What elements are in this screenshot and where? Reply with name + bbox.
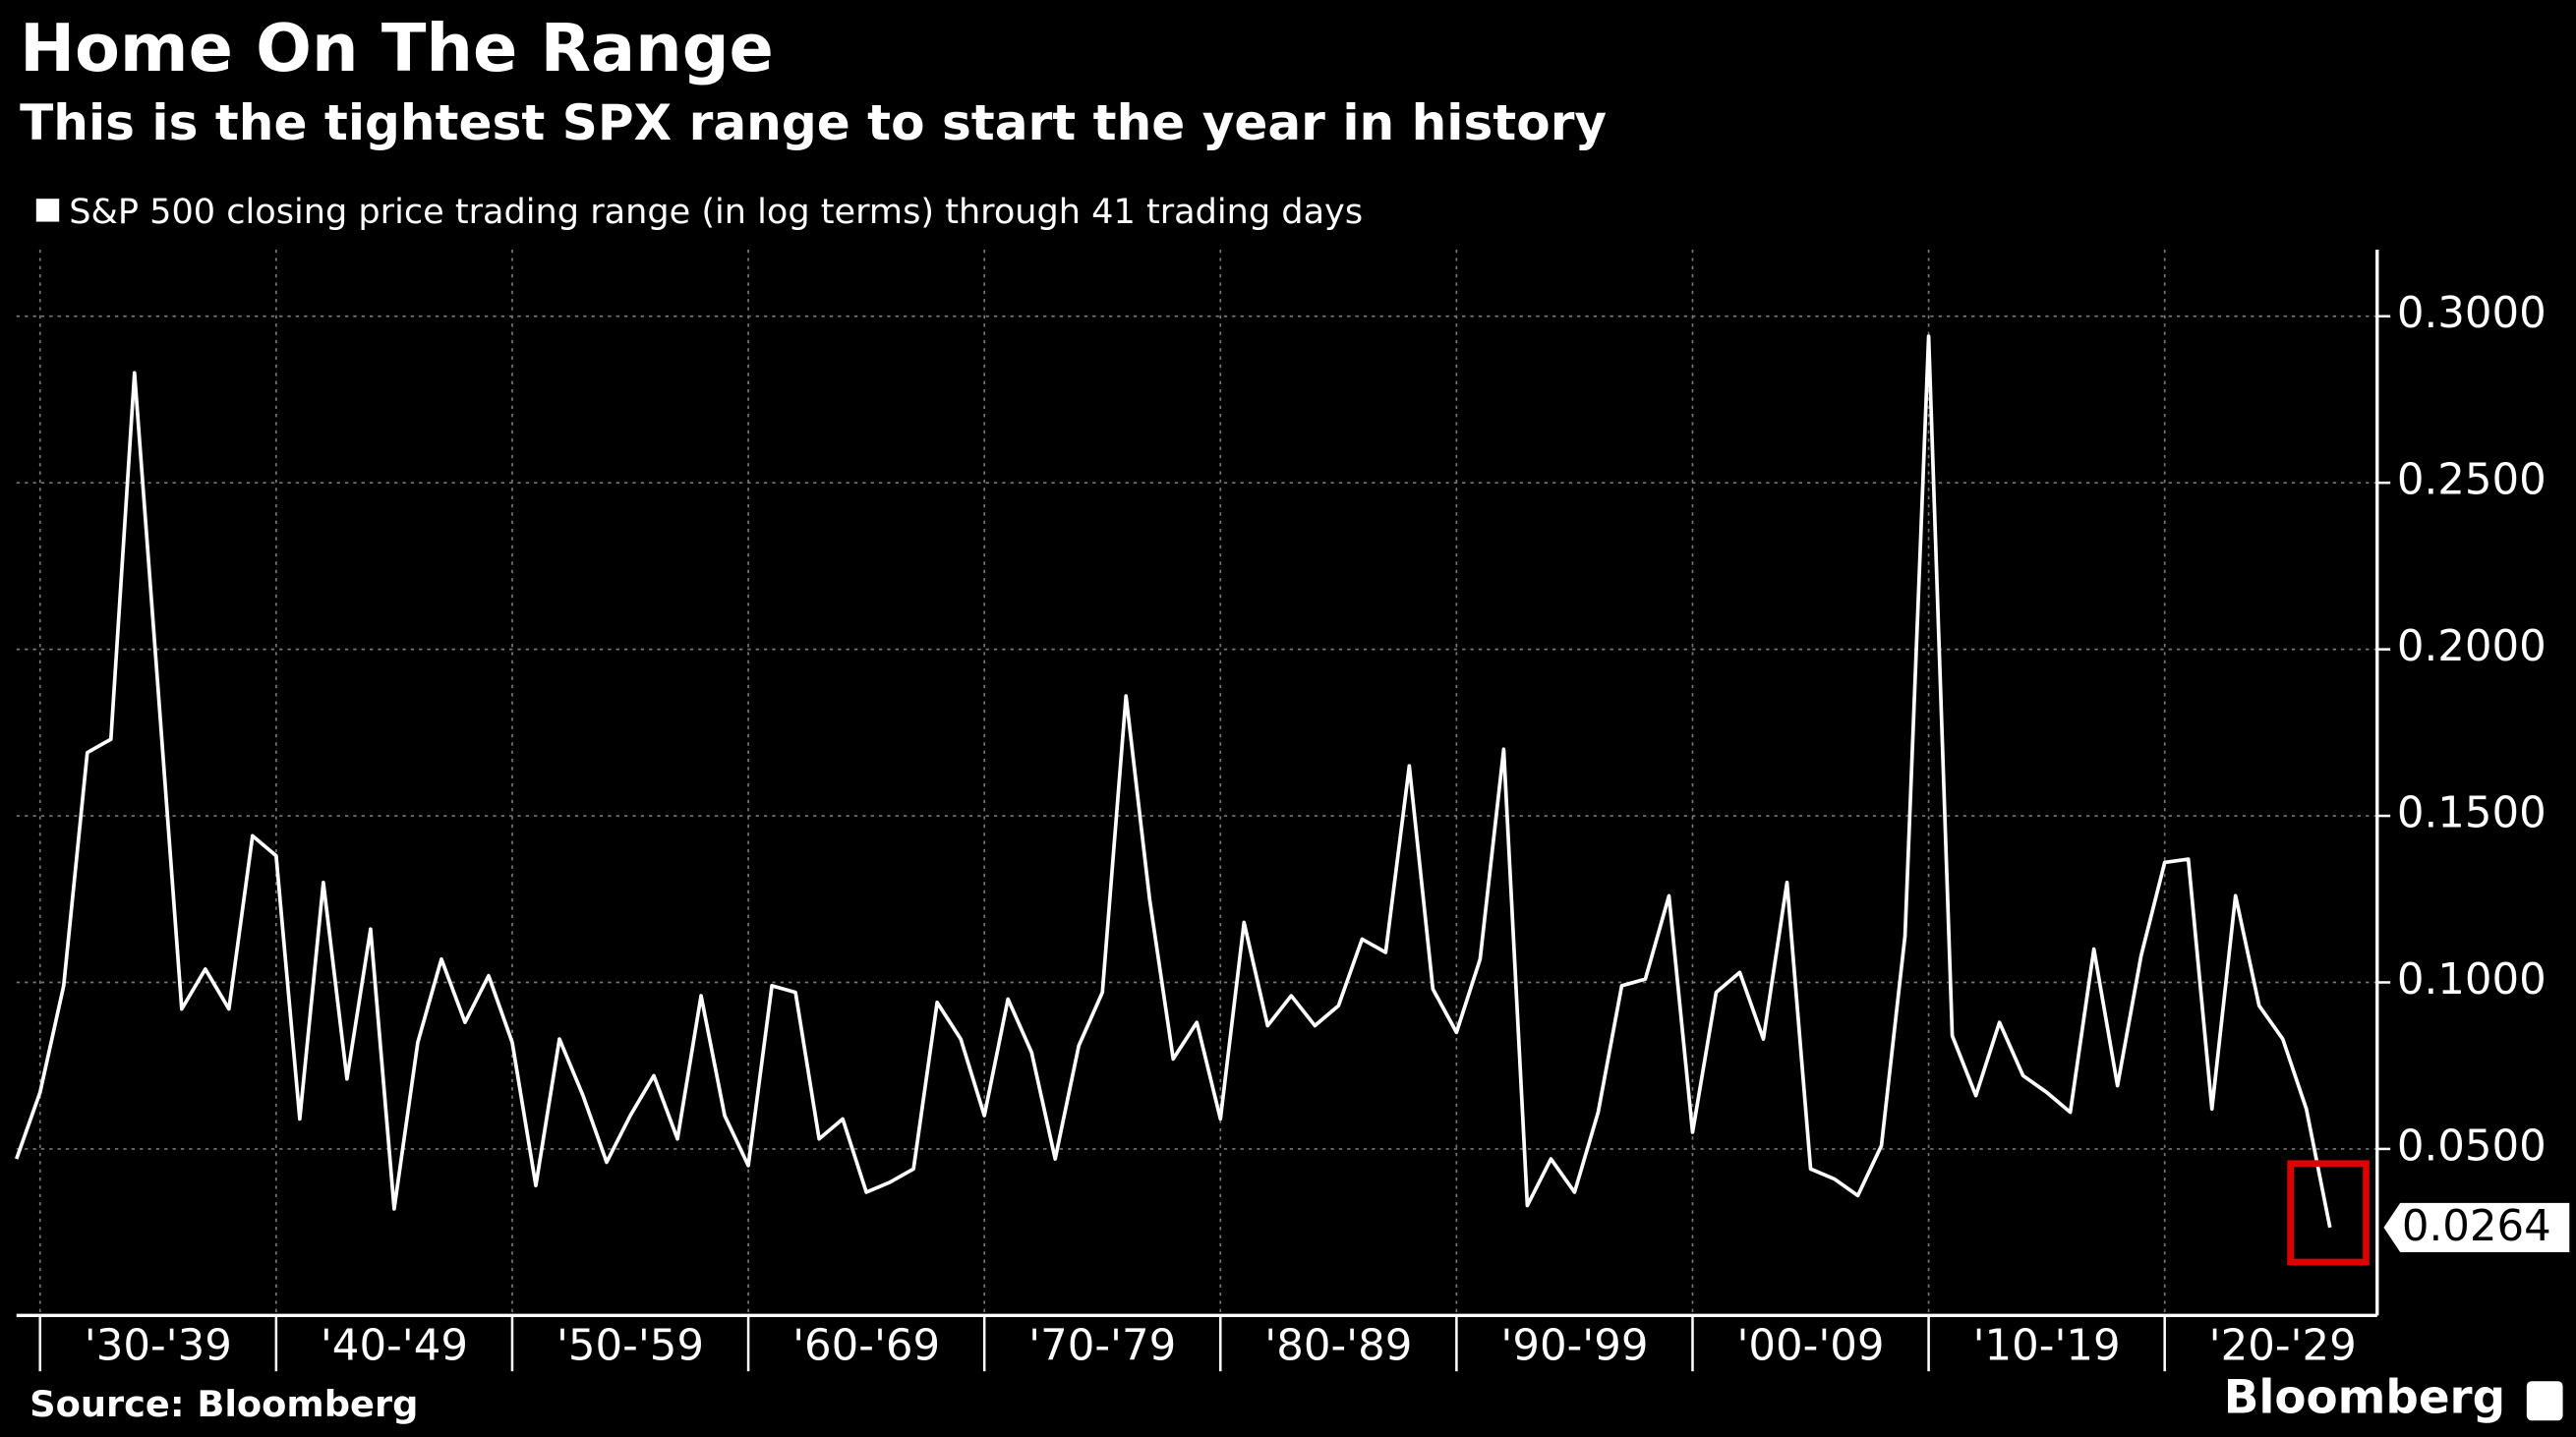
x-tick-label: '80-'89	[1264, 1321, 1412, 1370]
x-tick-label: '30-'39	[85, 1321, 232, 1370]
x-tick-label: '90-'99	[1500, 1321, 1648, 1370]
y-tick-label: 0.1500	[2397, 789, 2547, 838]
y-tick-label: 0.1000	[2397, 955, 2547, 1005]
chart-subtitle: This is the tightest SPX range to start …	[20, 93, 1607, 151]
x-tick-label: '60-'69	[792, 1321, 940, 1370]
y-tick-label: 0.0500	[2397, 1121, 2547, 1171]
line-series	[15, 334, 2332, 1229]
chart-title: Home On The Range	[20, 10, 774, 86]
x-tick-label: '00-'09	[1736, 1321, 1884, 1370]
x-tick-label: '70-'79	[1028, 1321, 1176, 1370]
source: Source: Bloomberg	[29, 1383, 418, 1425]
value-label: 0.0264	[2402, 1202, 2551, 1251]
y-tick-label: 0.2000	[2397, 622, 2547, 671]
y-tick-label: 0.2500	[2397, 456, 2547, 505]
x-tick-label: '20-'29	[2209, 1321, 2357, 1370]
x-tick-label: '50-'59	[556, 1321, 704, 1370]
legend-label: S&P 500 closing price trading range (in …	[69, 192, 1363, 232]
value-tag	[2383, 1202, 2570, 1252]
y-tick-label: 0.3000	[2397, 289, 2547, 338]
legend-swatch	[35, 199, 60, 222]
x-tick-label: '40-'49	[321, 1321, 468, 1370]
logo: Bloomberg	[2224, 1372, 2505, 1425]
logo-icon	[2526, 1381, 2563, 1421]
highlight-box	[2287, 1160, 2370, 1266]
x-tick-label: '10-'19	[1973, 1321, 2121, 1370]
